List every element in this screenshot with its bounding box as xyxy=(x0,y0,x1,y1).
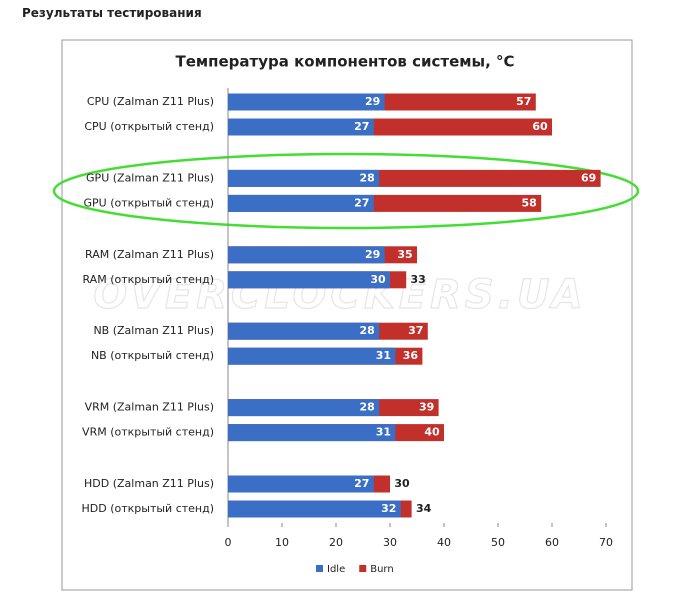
bar xyxy=(228,93,385,111)
y-tick-label: CPU (Zalman Z11 Plus) xyxy=(87,95,214,108)
bar xyxy=(228,424,396,442)
value-label: 27 xyxy=(354,120,369,133)
bar xyxy=(228,347,396,365)
value-label: 33 xyxy=(411,273,426,286)
bar xyxy=(228,246,385,264)
chart-title: Температура компонентов системы, °C xyxy=(175,53,514,71)
value-label: 27 xyxy=(354,477,369,490)
x-tick-label: 10 xyxy=(275,536,289,549)
bar xyxy=(228,118,374,136)
value-label: 69 xyxy=(581,171,596,184)
bar xyxy=(228,399,380,417)
value-label: 30 xyxy=(370,273,386,286)
bar xyxy=(228,322,380,340)
value-label: 40 xyxy=(424,426,440,439)
y-tick-label: GPU (открытый стенд) xyxy=(84,196,215,209)
y-tick-label: HDD (открытый стенд) xyxy=(82,502,215,515)
bar xyxy=(228,500,401,518)
y-tick-label: VRM (Zalman Z11 Plus) xyxy=(85,401,214,414)
value-label: 39 xyxy=(419,401,434,414)
y-tick-label: NB (Zalman Z11 Plus) xyxy=(93,324,214,337)
value-label: 28 xyxy=(360,324,375,337)
x-tick-label: 20 xyxy=(329,536,343,549)
value-label: 32 xyxy=(381,502,396,515)
legend-swatch xyxy=(316,565,323,572)
y-tick-label: RAM (Zalman Z11 Plus) xyxy=(85,248,214,261)
value-label: 30 xyxy=(394,477,410,490)
value-label: 29 xyxy=(365,95,380,108)
value-label: 29 xyxy=(365,248,380,261)
value-label: 58 xyxy=(522,196,537,209)
bar xyxy=(228,271,390,289)
x-tick-label: 30 xyxy=(383,536,397,549)
legend-swatch xyxy=(359,565,367,572)
value-label: 35 xyxy=(397,248,412,261)
value-label: 37 xyxy=(408,324,423,337)
page-title: Результаты тестирования xyxy=(22,6,202,20)
y-tick-label: NB (открытый стенд) xyxy=(91,349,214,362)
bar xyxy=(228,475,374,493)
bar xyxy=(228,169,380,187)
y-tick-label: HDD (Zalman Z11 Plus) xyxy=(84,477,214,490)
y-tick-label: CPU (открытый стенд) xyxy=(84,120,214,133)
bar xyxy=(228,194,374,212)
x-tick-label: 0 xyxy=(225,536,232,549)
x-tick-label: 40 xyxy=(437,536,451,549)
x-tick-label: 50 xyxy=(491,536,505,549)
legend-label: Idle xyxy=(327,564,345,575)
x-tick-label: 60 xyxy=(545,536,559,549)
y-tick-label: VRM (открытый стенд) xyxy=(82,426,214,439)
value-label: 34 xyxy=(416,502,432,515)
highlight-ellipse xyxy=(52,152,640,230)
value-label: 31 xyxy=(376,426,391,439)
legend-label: Burn xyxy=(370,564,393,575)
value-label: 28 xyxy=(360,171,375,184)
x-tick-label: 70 xyxy=(599,536,613,549)
y-tick-label: GPU (Zalman Z11 Plus) xyxy=(86,171,214,184)
value-label: 36 xyxy=(403,349,419,362)
value-label: 31 xyxy=(376,349,391,362)
value-label: 57 xyxy=(516,95,531,108)
value-label: 28 xyxy=(360,401,375,414)
y-tick-label: RAM (открытый стенд) xyxy=(82,273,214,286)
value-label: 27 xyxy=(354,196,369,209)
value-label: 60 xyxy=(532,120,548,133)
